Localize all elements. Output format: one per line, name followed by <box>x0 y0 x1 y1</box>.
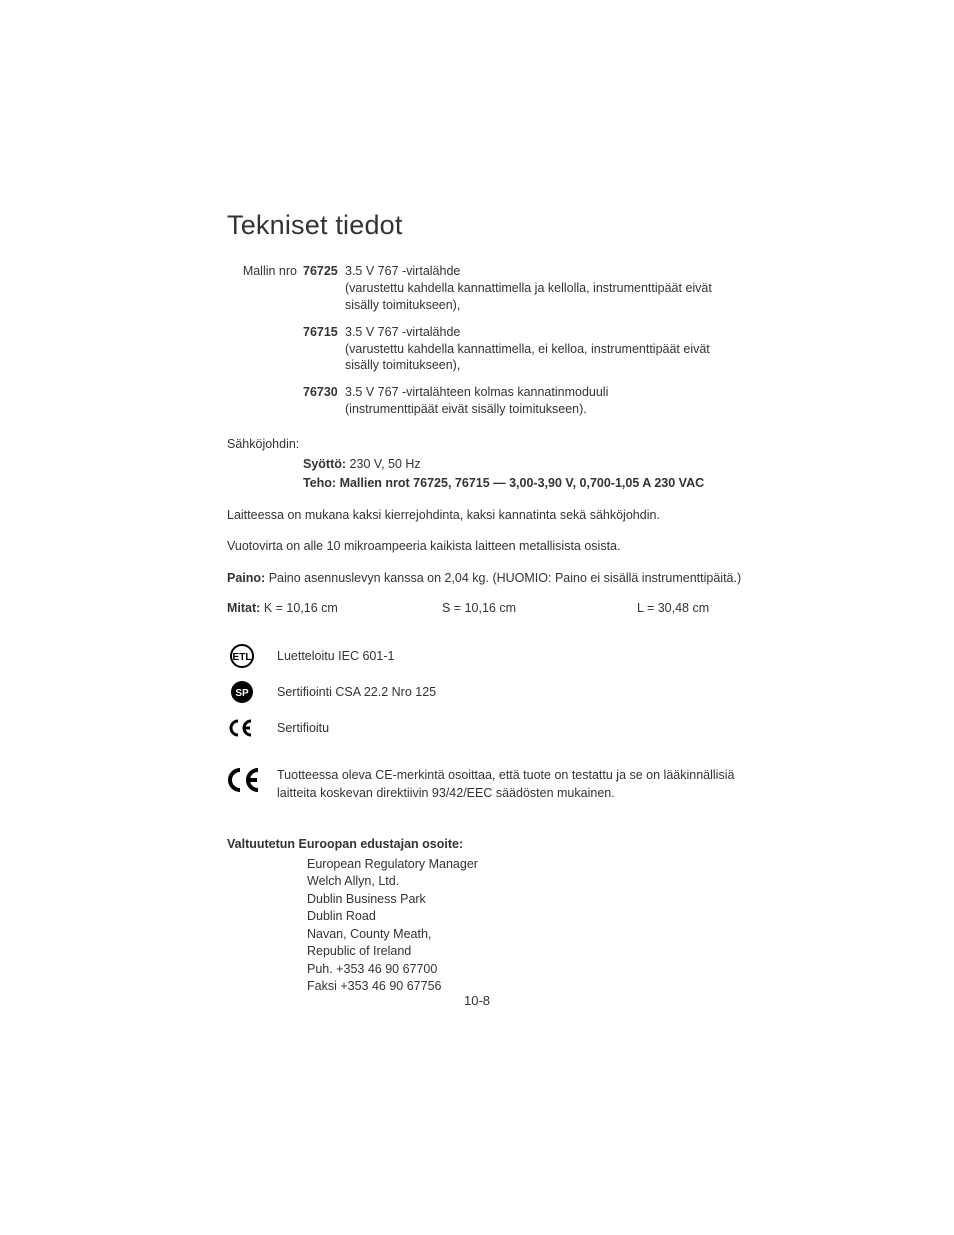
model-desc: 3.5 V 767 -virtalähde (varustettu kahdel… <box>345 263 747 314</box>
model-line2: (instrumenttipäät eivät sisälly toimituk… <box>345 402 587 416</box>
dim-s: S = 10,16 cm <box>442 601 637 615</box>
rep-lines: European Regulatory ManagerWelch Allyn, … <box>307 856 747 996</box>
page-number: 10-8 <box>0 993 954 1008</box>
etl-icon: ETL <box>227 644 257 668</box>
model-line2: (varustettu kahdella kannattimella ja ke… <box>345 281 712 312</box>
rep-line: Puh. +353 46 90 67700 <box>307 961 747 979</box>
rep-line: Dublin Road <box>307 908 747 926</box>
weight-text: Paino asennuslevyn kanssa on 2,04 kg. (H… <box>269 571 741 585</box>
rep-line: Welch Allyn, Ltd. <box>307 873 747 891</box>
rep-line: Navan, County Meath, <box>307 926 747 944</box>
power-input-value: 230 V, 50 Hz <box>350 457 421 471</box>
ce-icon-large <box>227 767 265 793</box>
cert-text: Sertifiointi CSA 22.2 Nro 125 <box>277 685 436 699</box>
dim-l: L = 30,48 cm <box>637 601 747 615</box>
svg-text:SP: SP <box>235 688 249 699</box>
model-nr: 76730 <box>303 384 345 418</box>
model-line1: 3.5 V 767 -virtalähteen kolmas kannatinm… <box>345 385 608 399</box>
weight-label: Paino: <box>227 571 265 585</box>
rep-block: Valtuutetun Euroopan edustajan osoite: E… <box>227 836 747 996</box>
power-input: Syöttö: 230 V, 50 Hz <box>303 456 747 474</box>
power-heading: Sähköjohdin: <box>227 436 747 454</box>
cert-row-etl: ETL Luetteloitu IEC 601-1 <box>227 643 747 669</box>
dim-label: Mitat: <box>227 601 260 615</box>
model-table: Mallin nro 76725 3.5 V 767 -virtalähde (… <box>227 263 747 418</box>
cert-text: Luetteloitu IEC 601-1 <box>277 649 394 663</box>
model-nr: 76725 <box>303 263 345 314</box>
ce-icon <box>227 719 257 737</box>
cert-row-csa: SP Sertifiointi CSA 22.2 Nro 125 <box>227 679 747 705</box>
model-row: Mallin nro 76725 3.5 V 767 -virtalähde (… <box>227 263 747 314</box>
page-title: Tekniset tiedot <box>227 210 747 241</box>
model-line1: 3.5 V 767 -virtalähde <box>345 325 460 339</box>
model-line2: (varustettu kahdella kannattimella, ei k… <box>345 342 710 373</box>
csa-icon: SP <box>227 680 257 704</box>
power-input-label: Syöttö: <box>303 457 346 471</box>
svg-text:ETL: ETL <box>233 652 252 663</box>
rep-heading: Valtuutetun Euroopan edustajan osoite: <box>227 836 747 854</box>
ce-statement-block: Tuotteessa oleva CE-merkintä osoittaa, e… <box>227 767 747 802</box>
cert-row-ce: Sertifioitu <box>227 715 747 741</box>
page-content: Tekniset tiedot Mallin nro 76725 3.5 V 7… <box>227 210 747 996</box>
power-rating: Teho: Mallien nrot 76725, 76715 — 3,00-3… <box>303 475 747 493</box>
dim-k: K = 10,16 cm <box>264 601 338 615</box>
model-row: 76730 3.5 V 767 -virtalähteen kolmas kan… <box>227 384 747 418</box>
model-desc: 3.5 V 767 -virtalähteen kolmas kannatinm… <box>345 384 747 418</box>
power-section: Sähköjohdin: Syöttö: 230 V, 50 Hz Teho: … <box>227 436 747 493</box>
rep-line: European Regulatory Manager <box>307 856 747 874</box>
rep-line: Republic of Ireland <box>307 943 747 961</box>
power-rating-text: Teho: Mallien nrot 76725, 76715 — 3,00-3… <box>303 476 704 490</box>
paragraph-weight: Paino: Paino asennuslevyn kanssa on 2,04… <box>227 570 747 588</box>
model-label: Mallin nro <box>227 263 303 314</box>
rep-line: Dublin Business Park <box>307 891 747 909</box>
model-nr: 76715 <box>303 324 345 375</box>
model-line1: 3.5 V 767 -virtalähde <box>345 264 460 278</box>
cert-text: Sertifioitu <box>277 721 329 735</box>
model-row: 76715 3.5 V 767 -virtalähde (varustettu … <box>227 324 747 375</box>
paragraph-leakage: Vuotovirta on alle 10 mikroampeeria kaik… <box>227 538 747 556</box>
model-desc: 3.5 V 767 -virtalähde (varustettu kahdel… <box>345 324 747 375</box>
ce-statement-text: Tuotteessa oleva CE-merkintä osoittaa, e… <box>277 767 747 802</box>
paragraph-components: Laitteessa on mukana kaksi kierrejohdint… <box>227 507 747 525</box>
dimensions-row: Mitat: K = 10,16 cm S = 10,16 cm L = 30,… <box>227 601 747 615</box>
